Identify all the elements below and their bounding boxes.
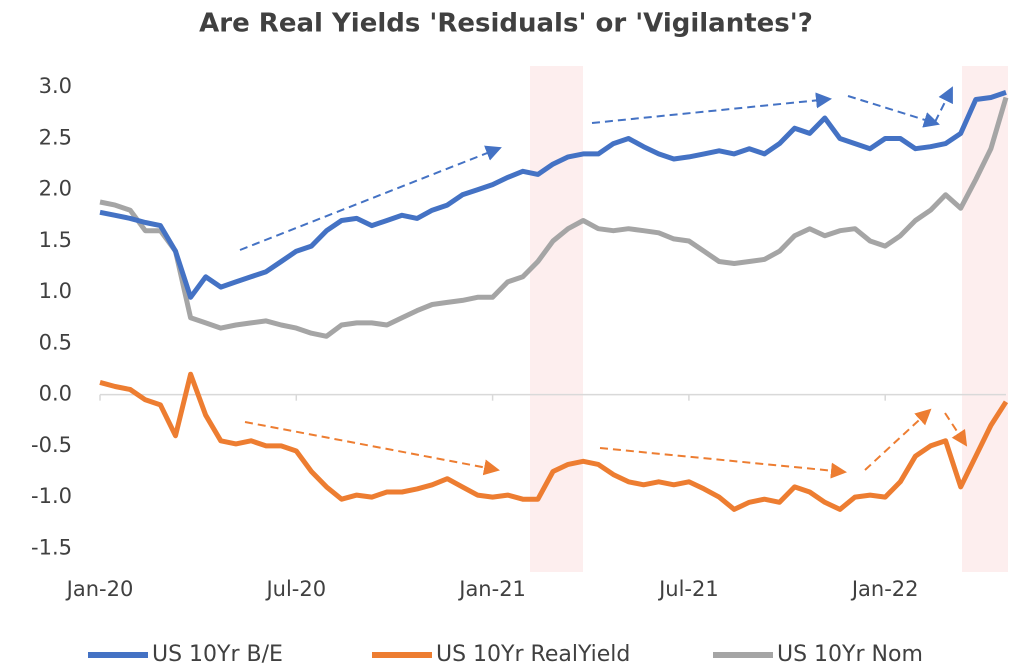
y-tick-label: 1.0 [39,279,72,303]
y-tick-label: -1.0 [31,484,72,508]
trend-arrows [239,86,968,479]
y-tick-label: -1.5 [31,535,72,559]
x-tick-label: Jul-21 [657,577,719,601]
series-line [99,90,1007,300]
y-tick-label: 0.5 [39,330,72,354]
legend-label: US 10Yr B/E [152,642,283,667]
y-tick-label: 1.5 [39,228,72,252]
y-tick-label: 3.0 [39,74,72,98]
x-tick-label: Jan-20 [65,577,134,601]
series-line [99,371,1009,512]
y-tick-label: 0.0 [39,382,72,406]
x-tick-label: Jan-21 [457,577,526,601]
series-line [99,96,1009,339]
y-tick-label: -0.5 [31,433,72,457]
x-tick-label: Jul-20 [264,577,326,601]
legend-label: US 10Yr Nom [777,642,923,667]
shaded-period [530,66,583,572]
y-tick-label: 2.0 [39,177,72,201]
x-tick-label: Jan-22 [850,577,919,601]
chart-title: Are Real Yields 'Residuals' or 'Vigilant… [199,9,813,39]
y-tick-label: 2.5 [39,125,72,149]
legend-label: US 10Yr RealYield [436,642,630,667]
shaded-period [962,66,1008,572]
